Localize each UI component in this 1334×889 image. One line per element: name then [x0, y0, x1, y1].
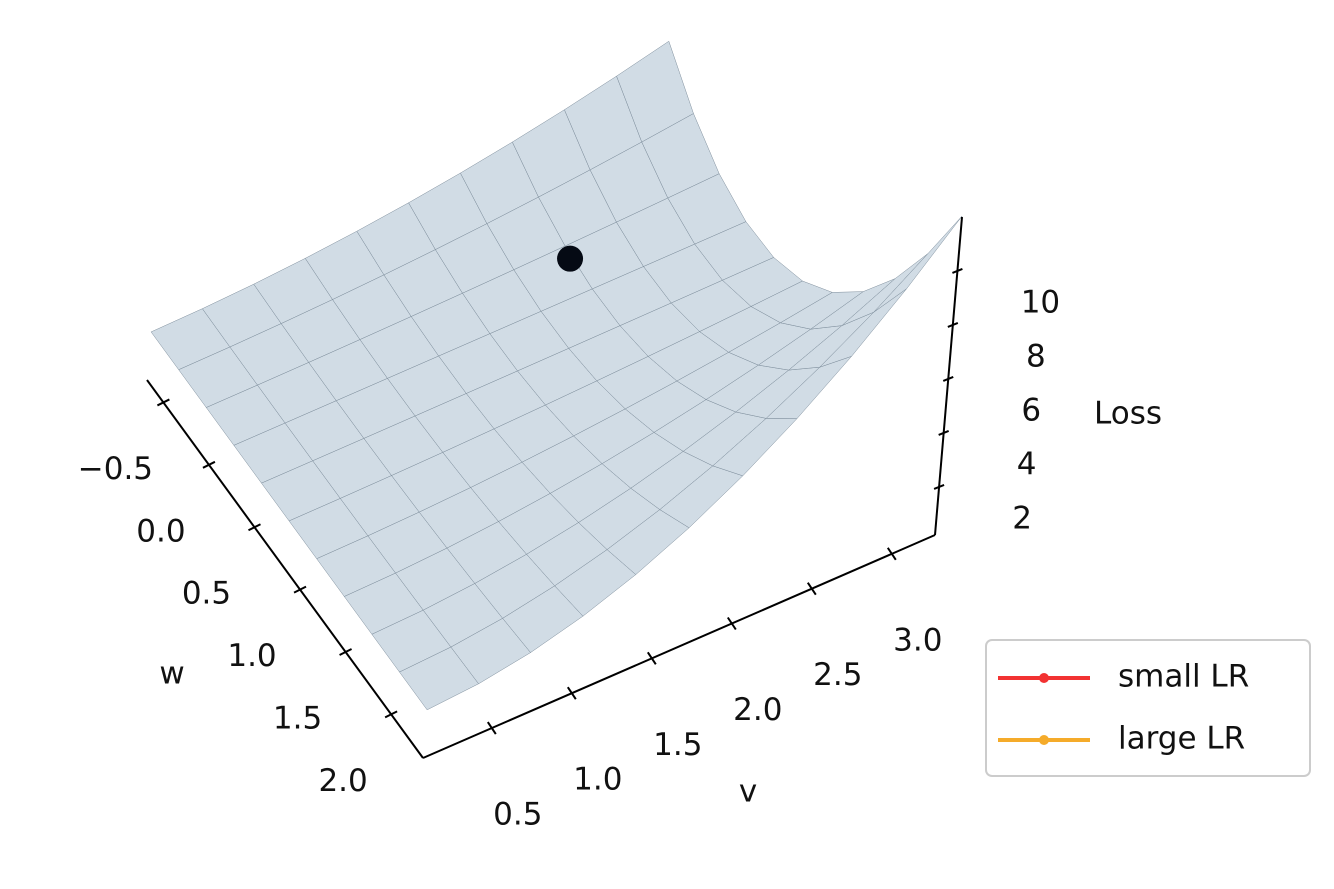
- v-axis-label: v: [739, 774, 757, 810]
- z-tick: [938, 430, 950, 436]
- w-tick-label: 0.0: [136, 513, 185, 549]
- surface-patch: [873, 215, 963, 313]
- z-tick-label: 8: [1026, 338, 1046, 374]
- legend-label: large LR: [1118, 721, 1245, 757]
- w-tick: [202, 460, 216, 469]
- legend-marker: [1039, 673, 1049, 683]
- z-tick: [947, 322, 959, 328]
- w-tick-label: 1.5: [273, 700, 322, 736]
- v-axis: [422, 534, 936, 759]
- w-tick-label: 0.5: [182, 576, 231, 612]
- z-tick: [933, 484, 945, 490]
- v-tick: [486, 721, 497, 735]
- w-tick: [293, 585, 307, 594]
- legend-label: small LR: [1118, 659, 1249, 695]
- w-axis: [146, 379, 424, 759]
- z-tick-label: 10: [1021, 284, 1060, 320]
- z-tick: [942, 376, 954, 382]
- point: [557, 245, 584, 272]
- w-axis-label: w: [159, 656, 184, 692]
- v-tick: [886, 547, 897, 561]
- z-axis-label: Loss: [1094, 396, 1162, 432]
- v-tick-label: 3.0: [893, 622, 942, 658]
- v-tick-label: 2.5: [813, 657, 862, 693]
- w-tick-label: 1.0: [227, 638, 276, 674]
- v-tick-label: 0.5: [493, 797, 542, 833]
- w-tick: [156, 398, 170, 407]
- v-tick: [566, 686, 577, 700]
- surface: [150, 40, 963, 711]
- v-tick: [646, 651, 657, 665]
- v-tick-label: 2.0: [733, 692, 782, 728]
- w-tick-label: 2.0: [318, 763, 367, 799]
- v-tick-label: 1.0: [573, 762, 622, 798]
- z-tick-label: 2: [1012, 500, 1032, 536]
- z-tick: [952, 268, 963, 274]
- w-tick: [339, 648, 353, 656]
- z-tick-label: 6: [1021, 392, 1041, 428]
- v-tick: [726, 616, 737, 631]
- w-tick: [248, 523, 261, 532]
- v-tick-label: 1.5: [653, 727, 702, 763]
- w-tick: [384, 710, 398, 719]
- v-tick: [806, 582, 817, 596]
- legend-marker: [1039, 735, 1049, 745]
- w-tick-label: −0.5: [78, 451, 153, 487]
- z-tick-label: 4: [1017, 446, 1037, 482]
